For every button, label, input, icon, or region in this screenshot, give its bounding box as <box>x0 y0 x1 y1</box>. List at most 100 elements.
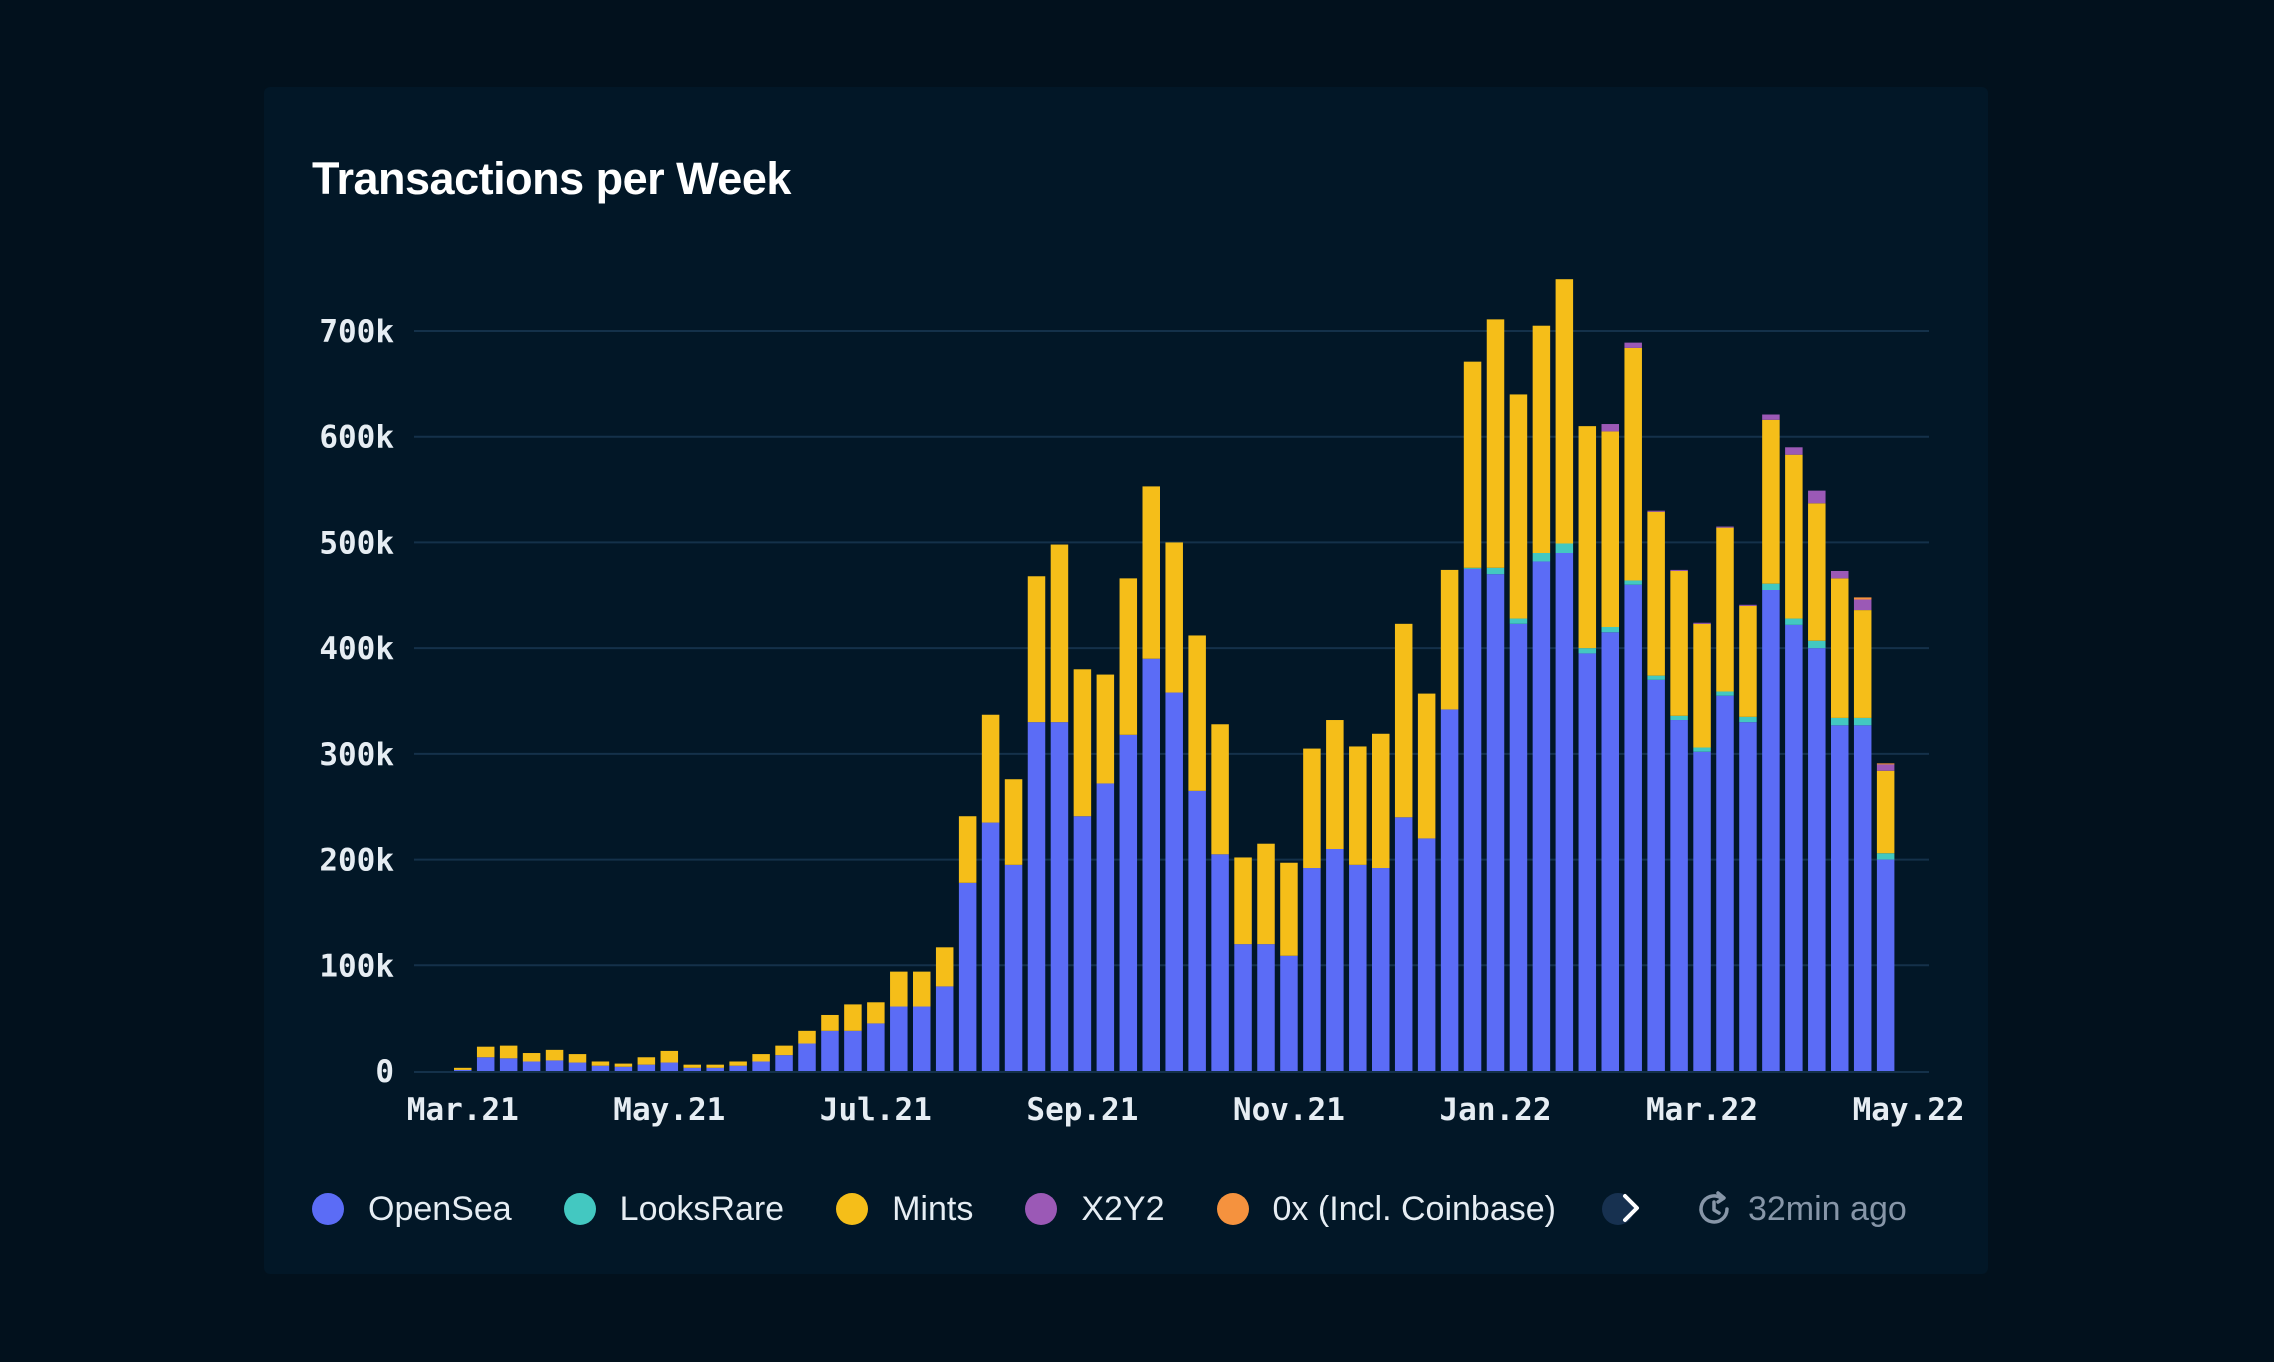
bar-stack-week-54[interactable] <box>1670 569 1688 1071</box>
bar-stack-week-15[interactable] <box>775 1045 793 1071</box>
bar-stack-week-39[interactable] <box>1326 720 1344 1071</box>
bar-segment-opensea <box>1693 751 1711 1071</box>
bar-stack-week-51[interactable] <box>1601 424 1620 1071</box>
bar-segment-opensea <box>1785 624 1803 1071</box>
bar-stack-week-17[interactable] <box>821 1014 839 1071</box>
bar-segment-looksrare <box>1463 567 1482 569</box>
bar-stack-week-55[interactable] <box>1693 622 1711 1071</box>
bar-stack-week-14[interactable] <box>752 1054 770 1071</box>
bar-stack-week-19[interactable] <box>867 1002 885 1071</box>
chart-legend: OpenSea LooksRare Mints X2Y2 0x (Incl. C… <box>312 1187 1907 1231</box>
bar-stack-week-18[interactable] <box>844 1004 862 1071</box>
bar-stack-week-22[interactable] <box>935 947 954 1071</box>
bar-stack-week-20[interactable] <box>890 971 908 1071</box>
bar-stack-week-13[interactable] <box>729 1061 747 1071</box>
bar-segment-opensea <box>958 882 977 1071</box>
bar-stack-week-12[interactable] <box>706 1064 724 1071</box>
bar-stack-week-53[interactable] <box>1647 510 1665 1071</box>
bar-stack-week-21[interactable] <box>913 971 931 1071</box>
bar-stack-week-32[interactable] <box>1165 542 1183 1071</box>
legend-item-x2y2[interactable]: X2Y2 <box>1025 1190 1165 1229</box>
bar-stack-week-28[interactable] <box>1073 669 1092 1071</box>
legend-item-looksrare[interactable]: LooksRare <box>563 1190 784 1229</box>
bar-stack-week-49[interactable] <box>1555 279 1574 1071</box>
bar-stack-week-52[interactable] <box>1624 342 1642 1071</box>
bar-segment-opensea <box>1578 653 1597 1071</box>
bar-stack-week-10[interactable] <box>660 1050 679 1071</box>
bar-segment-opensea <box>935 986 954 1071</box>
bar-stack-week-63[interactable] <box>1876 763 1895 1071</box>
bar-segment-opensea <box>545 1060 564 1071</box>
bar-segment-opensea <box>1165 692 1183 1071</box>
bar-segment-mints <box>1280 862 1298 956</box>
refresh-status[interactable]: 32min ago <box>1694 1189 1907 1229</box>
bar-stack-week-30[interactable] <box>1119 578 1138 1071</box>
bar-stack-week-48[interactable] <box>1532 325 1551 1071</box>
bar-segment-opensea <box>568 1062 587 1071</box>
bar-stack-week-8[interactable] <box>614 1063 633 1071</box>
bar-segment-looksrare <box>1647 675 1665 680</box>
bar-segment-mints <box>1670 570 1688 716</box>
bar-segment-opensea <box>1601 632 1619 1071</box>
bar-stack-week-59[interactable] <box>1785 447 1803 1071</box>
bar-stack-week-31[interactable] <box>1142 486 1161 1071</box>
bar-segment-opensea <box>1808 648 1826 1071</box>
bar-stack-week-36[interactable] <box>1257 843 1275 1071</box>
bar-stack-week-24[interactable] <box>981 714 1000 1071</box>
bar-stack-week-7[interactable] <box>591 1061 610 1071</box>
bar-stack-week-16[interactable] <box>798 1030 816 1071</box>
bar-stack-week-33[interactable] <box>1188 635 1206 1071</box>
bar-stack-week-60[interactable] <box>1808 490 1826 1071</box>
legend-item-opensea[interactable]: OpenSea <box>312 1190 512 1229</box>
bar-stack-week-25[interactable] <box>1004 779 1023 1071</box>
x-axis-ticks: Mar.21 May.21 Jul.21 Sep.21 Nov.21 Jan.22 Mar.… <box>407 1092 1965 1128</box>
bar-stack-week-6[interactable] <box>568 1054 587 1071</box>
bar-stack-week-3[interactable] <box>499 1045 518 1071</box>
bar-stack-week-50[interactable] <box>1578 426 1597 1071</box>
bar-stack-week-5[interactable] <box>545 1049 564 1071</box>
bar-stack-week-37[interactable] <box>1280 862 1298 1071</box>
chart-title: Transactions per Week <box>312 153 791 204</box>
bar-segment-opensea <box>752 1061 770 1071</box>
legend-item-mints[interactable]: Mints <box>836 1190 973 1229</box>
bar-stack-week-26[interactable] <box>1027 576 1046 1071</box>
bar-stack-week-23[interactable] <box>958 816 977 1071</box>
chart-card: Transactions per Week 0 100k 200k 300k 400k 5… <box>264 87 1988 1274</box>
bar-stack-week-56[interactable] <box>1716 526 1734 1071</box>
bar-stack-week-57[interactable] <box>1739 604 1757 1071</box>
bar-stack-week-43[interactable] <box>1417 693 1436 1071</box>
bar-stack-week-27[interactable] <box>1050 544 1069 1071</box>
bar-stack-week-9[interactable] <box>637 1057 656 1071</box>
legend-item-0x[interactable]: 0x (Incl. Coinbase) <box>1216 1189 1556 1229</box>
bar-segment-mints <box>476 1046 495 1058</box>
bar-segment-looksrare <box>1876 853 1895 860</box>
bar-stack-week-35[interactable] <box>1234 857 1252 1071</box>
x-tick-label: Mar.21 <box>407 1092 519 1128</box>
bar-stack-week-58[interactable] <box>1762 414 1780 1071</box>
bar-stack-week-1[interactable] <box>454 1067 472 1071</box>
bar-segment-opensea <box>1739 722 1757 1071</box>
bar-segment-mints <box>568 1054 587 1063</box>
bar-segment-opensea <box>1509 623 1528 1071</box>
bar-segment-mints <box>1853 610 1872 718</box>
bar-segment-mints <box>1096 674 1115 784</box>
bar-stack-week-11[interactable] <box>683 1064 702 1071</box>
bar-stack-week-29[interactable] <box>1096 674 1115 1071</box>
bar-stack-week-42[interactable] <box>1394 623 1413 1071</box>
bar-stack-week-44[interactable] <box>1440 569 1459 1071</box>
bar-stack-week-2[interactable] <box>476 1046 495 1071</box>
legend-label-0x: 0x (Incl. Coinbase) <box>1272 1189 1556 1228</box>
bar-stack-week-61[interactable] <box>1831 570 1849 1071</box>
bar-stack-week-34[interactable] <box>1211 724 1229 1071</box>
bar-stack-week-38[interactable] <box>1303 748 1321 1071</box>
bar-segment-opensea <box>1417 838 1436 1071</box>
bar-stack-week-45[interactable] <box>1463 361 1482 1071</box>
bar-stack-week-46[interactable] <box>1486 319 1505 1071</box>
bar-stack-week-62[interactable] <box>1853 597 1872 1071</box>
bar-segment-mints <box>1234 857 1252 945</box>
legend-more-button[interactable] <box>1601 1189 1648 1229</box>
bar-stack-week-40[interactable] <box>1349 746 1367 1071</box>
bar-stack-week-47[interactable] <box>1509 394 1528 1071</box>
bar-stack-week-41[interactable] <box>1372 733 1390 1071</box>
bar-stack-week-4[interactable] <box>522 1053 541 1071</box>
